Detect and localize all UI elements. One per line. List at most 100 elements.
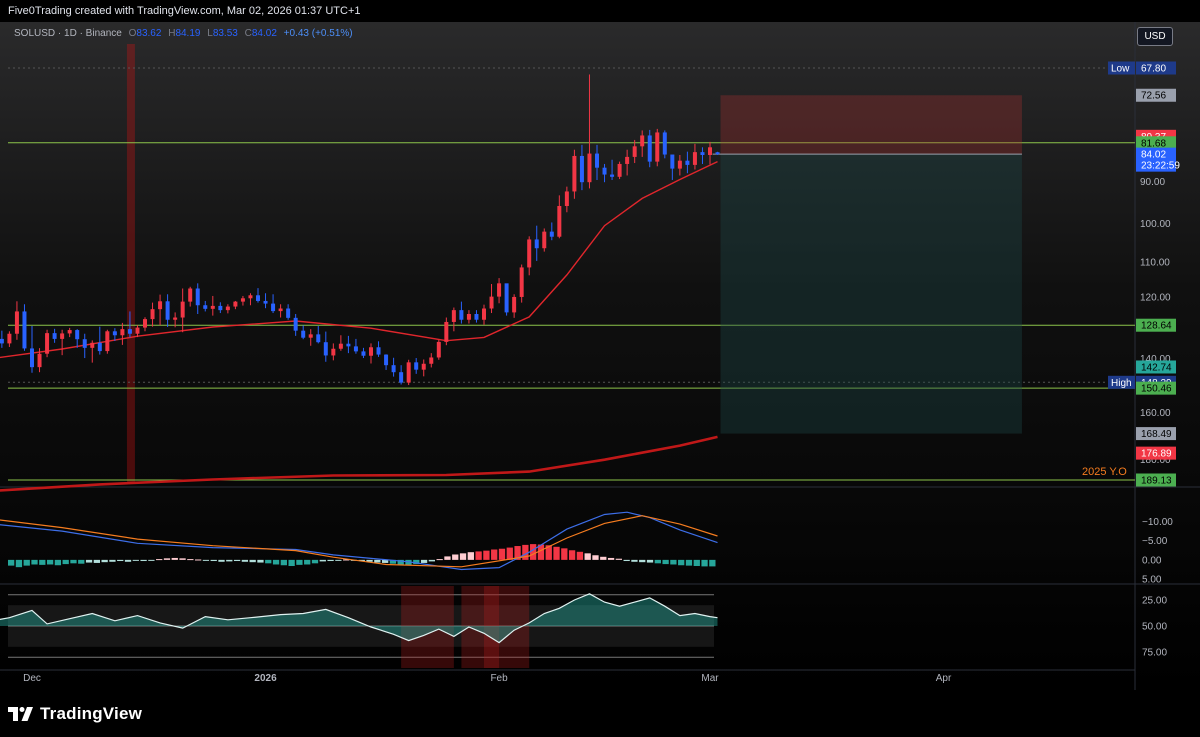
price-axis-badge-label: 142.74 [1141,362,1172,373]
macd-histogram-bar [23,559,30,566]
macd-histogram-bar [685,559,693,566]
macd-signal-line [0,515,718,568]
macd-histogram-bar [553,546,560,560]
macd-histogram-bar [358,559,365,562]
macd-histogram-bar [420,559,428,563]
macd-histogram-bar [54,559,62,566]
rsi-line [0,593,718,644]
price-axis-badge [1136,136,1176,150]
candle-body [632,146,637,157]
macd-histogram-bar [179,558,186,560]
candle-body [346,343,351,347]
candle-body [150,309,155,320]
currency-button[interactable]: USD [1137,27,1173,46]
candle-body [670,154,675,169]
price-axis-badge-label: 176.89 [1141,449,1172,460]
candle-body [617,163,622,177]
candle-body [527,239,532,268]
high-key: H [168,28,176,39]
macd-histogram-bar [436,559,443,561]
low-value: 83.53 [212,28,238,39]
candle-body [466,314,471,320]
candle-body [474,314,479,320]
price-tick-label: 140.00 [1140,354,1171,365]
price-axis-side-label: High [1111,378,1132,389]
macd-histogram-bar [202,559,210,561]
macd-histogram-bar [693,559,700,567]
price-axis-badge-label: 67.80 [1141,64,1166,75]
candle-body [316,334,321,343]
price-axis-badge [1136,360,1176,374]
price-axis-badge-label: 168.49 [1141,429,1172,440]
tradingview-logo[interactable]: TradingView [8,704,142,724]
price-tick-label: 100.00 [1140,219,1171,230]
candle-body [263,300,268,304]
macd-histogram-bar [514,546,521,560]
macd-histogram-bar [335,559,342,561]
candle-body [399,372,404,383]
macd-histogram-bar [109,559,116,562]
macd-histogram-bar [639,559,646,563]
macd-histogram-bar [296,559,303,565]
position-target-zone [720,154,1022,434]
price-axis-side-badge [1108,375,1135,389]
macd-histogram-bar [444,556,451,560]
price-axis-badge [1136,147,1176,161]
candle-body [225,306,230,311]
highlight-zone [126,44,135,484]
candle-body [602,167,607,175]
macd-histogram-bar [678,559,685,566]
candle-body [489,296,494,309]
high-value: 84.19 [175,28,201,39]
macd-histogram-bar [366,559,373,562]
candle-body [256,295,260,301]
price-axis-badge-label: 23:22:59 [1141,161,1180,172]
rsi-highlight-zone [401,586,454,668]
candle-body [376,347,381,355]
macd-histogram-bar [226,559,233,562]
macd-histogram-bar [15,559,23,568]
macd-histogram-bar [233,559,241,562]
macd-histogram-bar [568,550,576,560]
change-value: +0.43 (+0.51%) [283,28,353,39]
candle-body [37,353,42,368]
price-axis-badge-label: 84.02 [1141,150,1166,161]
candle-body [504,283,509,313]
macd-histogram-bar [592,555,599,560]
price-axis-badge-label: 128.64 [1141,321,1172,332]
candle-body [662,132,667,155]
chart-frame[interactable]: 90.00 100.00 110.00 120.00 140.00 160.00 180.0… [0,22,1200,690]
chart-canvas[interactable]: 90.00 100.00 110.00 120.00 140.00 160.00 180.0… [0,22,1200,690]
price-axis-badge-label: 72.56 [1141,91,1166,102]
candle-body [564,191,569,206]
date-tick-label: Apr [936,673,952,684]
moving-average-short [0,160,718,359]
price-tick-label: 120.00 [1140,292,1171,303]
macd-histogram-bar [265,559,272,564]
open-value: 83.62 [136,28,162,39]
price-tick-label: 160.00 [1140,408,1171,419]
macd-histogram-bar [452,554,459,560]
candle-body [685,160,690,165]
candle-body [369,347,373,356]
price-axis-badge [1136,318,1176,332]
price-tick-label: 110.00 [1140,257,1170,268]
candle-body [459,310,464,320]
price-tick-label: 90.00 [1140,177,1165,188]
candle-body [482,308,486,320]
candle-body [14,311,19,334]
macd-histogram-bar [280,559,287,566]
candle-body [120,329,125,336]
candle-body [572,155,577,192]
candle-body [278,308,283,312]
candle-body [165,301,170,320]
rsi-tick-label: 50.00 [1142,622,1167,633]
symbol-label: SOLUSD · 1D · Binance [14,28,122,39]
price-axis-badge [1136,381,1176,395]
price-axis-badge [1136,61,1176,75]
candle-body [180,301,185,318]
macd-histogram-bar [537,544,545,560]
macd-histogram-bar [117,559,124,562]
rsi-fill-area [0,593,718,643]
candle-body [715,152,720,155]
